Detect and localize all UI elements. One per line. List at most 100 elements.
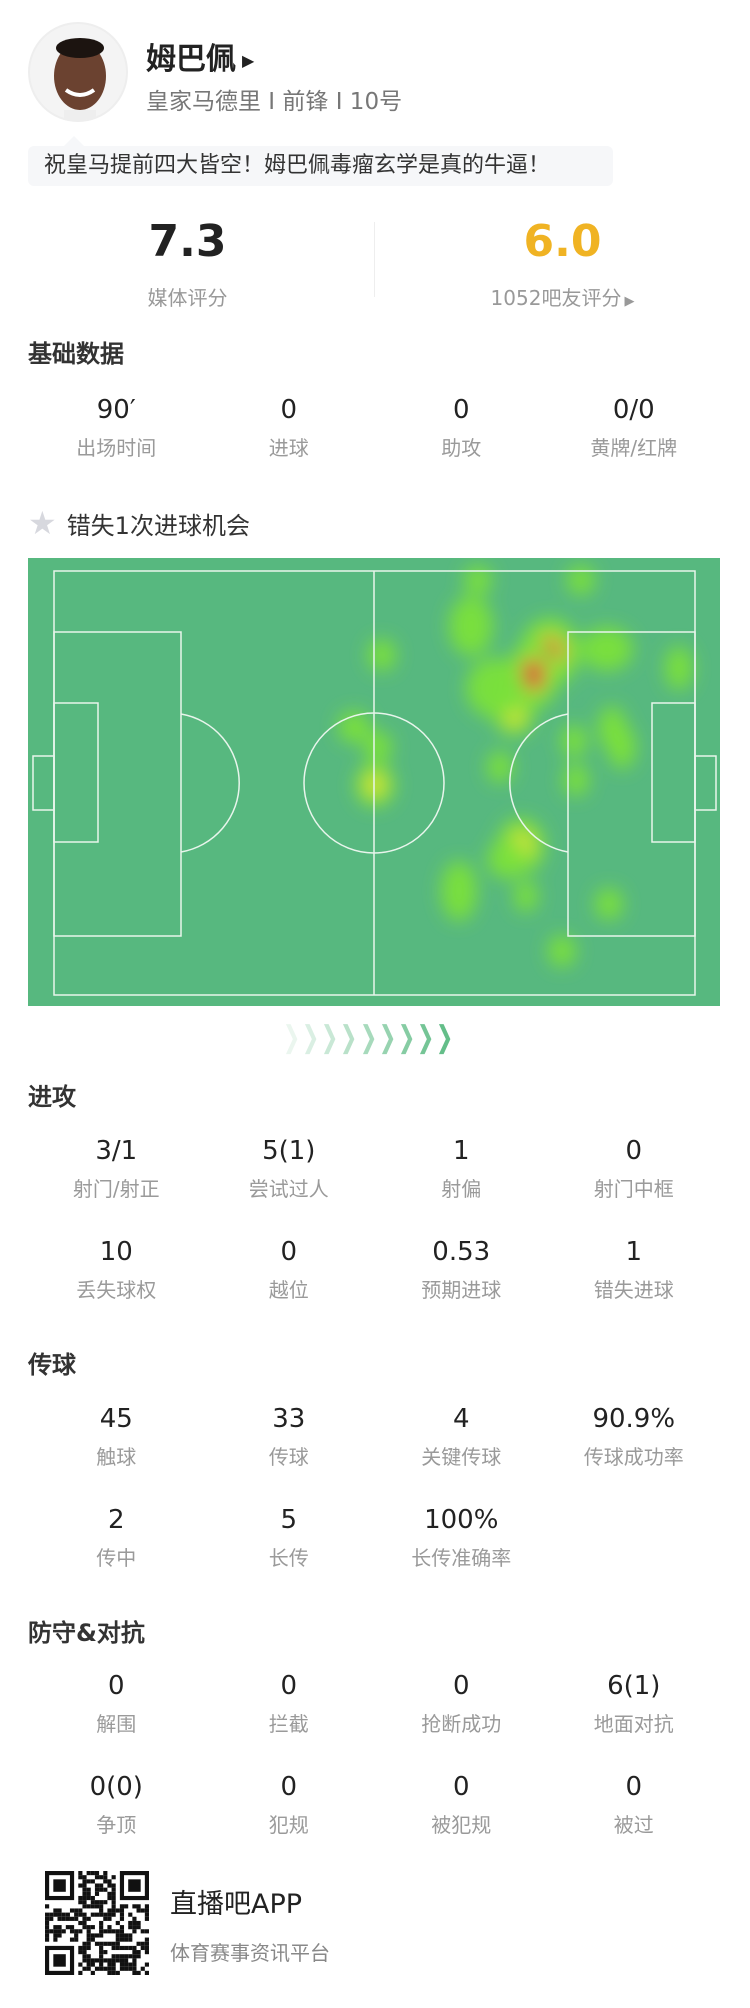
stat-passing: 45 触球 <box>30 1403 203 1470</box>
heat-blob <box>368 639 396 671</box>
stat-value: 0 <box>625 1772 643 1802</box>
heat-blob <box>608 725 636 769</box>
stat-passing: 33 传球 <box>203 1403 376 1470</box>
comment-bubble: 祝皇马提前四大皆空！姆巴佩毒瘤玄学是真的牛逼！ <box>28 136 613 186</box>
stat-label: 射偏 <box>441 1177 482 1201</box>
stat-value: 4 <box>452 1404 470 1434</box>
stat-label: 抢断成功 <box>421 1712 502 1736</box>
stat-label: 地面对抗 <box>593 1712 674 1736</box>
heat-blob <box>487 751 513 783</box>
stat-label: 越位 <box>268 1278 309 1302</box>
stat-value: 90′ <box>96 395 136 425</box>
attack-direction-arrows: ❯ ❯ ❯ ❯ ❯ ❯ ❯ ❯ ❯ <box>283 1020 457 1055</box>
heat-blob <box>441 861 477 921</box>
heat-blob <box>364 731 392 763</box>
stat-passing: 4 关键传球 <box>375 1403 548 1470</box>
basic-stats: 90′ 出场时间 0 进球 0 助攻 0/0 黄牌/红牌 <box>30 394 720 461</box>
stat-label: 传球 <box>268 1445 309 1469</box>
stat-value: 45 <box>99 1404 133 1434</box>
fan-rating[interactable]: 6.0 1052吧友评分 ▶ <box>490 216 635 310</box>
app-name: 直播吧APP <box>170 1889 303 1920</box>
stat-label: 丢失球权 <box>76 1278 157 1302</box>
heat-blob <box>567 565 595 595</box>
stat-label: 预期进球 <box>421 1278 502 1302</box>
heatmap-pitch <box>28 558 720 1006</box>
stat-defense: 0 被犯规 <box>375 1771 548 1838</box>
app-tagline: 体育赛事资讯平台 <box>170 1941 330 1965</box>
stat-value: 0 <box>625 1136 643 1166</box>
section-title-defense: 防守&对抗 <box>28 1619 145 1647</box>
section-title-passing: 传球 <box>28 1351 76 1379</box>
stat-label: 助攻 <box>441 436 482 460</box>
star-icon: ★ <box>28 504 57 542</box>
stat-label: 出场时间 <box>76 436 157 460</box>
stat-basic: 0 助攻 <box>375 394 548 461</box>
stat-attack: 0.53 预期进球 <box>375 1236 548 1303</box>
heat-blob <box>449 596 493 656</box>
qr-code <box>45 1871 149 1975</box>
heat-blob <box>466 658 526 718</box>
heat-blob <box>561 725 587 757</box>
stat-label: 触球 <box>96 1445 137 1469</box>
stat-passing: 5 长传 <box>203 1504 376 1571</box>
stat-value: 5 <box>280 1505 298 1535</box>
stat-value: 0 <box>452 1772 470 1802</box>
stat-attack: 0 射门中框 <box>548 1135 721 1202</box>
attack-stats: 3/1 射门/射正 5(1) 尝试过人 1 射偏 0 射门中框 10 丢失球权 0 越位 0.53 预期进… <box>30 1135 720 1303</box>
heat-layer <box>338 565 693 967</box>
stat-value: 6(1) <box>607 1671 661 1701</box>
stat-value: 3/1 <box>95 1136 138 1166</box>
stat-value: 2 <box>107 1505 125 1535</box>
heat-blob <box>521 659 545 691</box>
stat-attack: 1 射偏 <box>375 1135 548 1202</box>
stat-value: 90.9% <box>592 1404 676 1434</box>
stat-attack: 3/1 射门/射正 <box>30 1135 203 1202</box>
stat-defense: 0 被过 <box>548 1771 721 1838</box>
stat-basic: 0 进球 <box>203 394 376 461</box>
stat-defense: 0(0) 争顶 <box>30 1771 203 1838</box>
stat-value: 33 <box>272 1404 306 1434</box>
caret-right-icon: ▶ <box>242 51 255 70</box>
stat-label: 长传 <box>268 1546 309 1570</box>
stat-label: 拦截 <box>268 1712 309 1736</box>
player-avatar[interactable] <box>28 22 128 122</box>
stat-label: 被过 <box>613 1813 654 1837</box>
chevron-right-icon: ❯ <box>416 1020 435 1055</box>
stat-value: 0/0 <box>612 395 655 425</box>
stat-label: 争顶 <box>96 1813 137 1837</box>
stat-label: 长传准确率 <box>411 1546 512 1570</box>
stat-defense: 0 抢断成功 <box>375 1670 548 1737</box>
stat-basic: 90′ 出场时间 <box>30 394 203 461</box>
chevron-right-icon: ❯ <box>321 1020 339 1055</box>
stat-value: 1 <box>452 1136 470 1166</box>
stat-label: 被犯规 <box>431 1813 492 1837</box>
stat-attack: 10 丢失球权 <box>30 1236 203 1303</box>
stat-defense: 0 拦截 <box>203 1670 376 1737</box>
stat-value: 0 <box>452 1671 470 1701</box>
stat-label: 解围 <box>96 1712 137 1736</box>
stat-defense: 6(1) 地面对抗 <box>548 1670 721 1737</box>
stat-label: 传中 <box>96 1546 137 1570</box>
stat-passing: 100% 长传准确率 <box>375 1504 548 1571</box>
stat-label: 关键传球 <box>421 1445 502 1469</box>
section-title-basic: 基础数据 <box>28 340 124 368</box>
heat-blob <box>595 888 623 920</box>
stat-value: 0 <box>452 395 470 425</box>
stat-defense: 0 解围 <box>30 1670 203 1737</box>
chevron-right-icon: ❯ <box>397 1020 416 1055</box>
pitch-lines <box>32 570 717 996</box>
stat-label: 传球成功率 <box>583 1445 684 1469</box>
heat-blob <box>665 646 693 690</box>
stat-label: 射门/射正 <box>72 1177 160 1201</box>
chevron-right-icon: ❯ <box>435 1020 454 1055</box>
stat-value: 0.53 <box>432 1237 491 1267</box>
player-name[interactable]: 姆巴佩 ▶ <box>146 42 255 77</box>
stat-label: 错失进球 <box>593 1278 674 1302</box>
stat-value: 0 <box>280 1772 298 1802</box>
caret-right-icon: ▶ <box>624 294 635 309</box>
stat-attack: 1 错失进球 <box>548 1236 721 1303</box>
passing-stats: 45 触球 33 传球 4 关键传球 90.9% 传球成功率 2 传中 5 长传 100% 长传准确率 <box>30 1403 720 1571</box>
stat-passing: 90.9% 传球成功率 <box>548 1403 721 1470</box>
stat-basic: 0/0 黄牌/红牌 <box>548 394 721 461</box>
heat-blob <box>514 880 538 912</box>
